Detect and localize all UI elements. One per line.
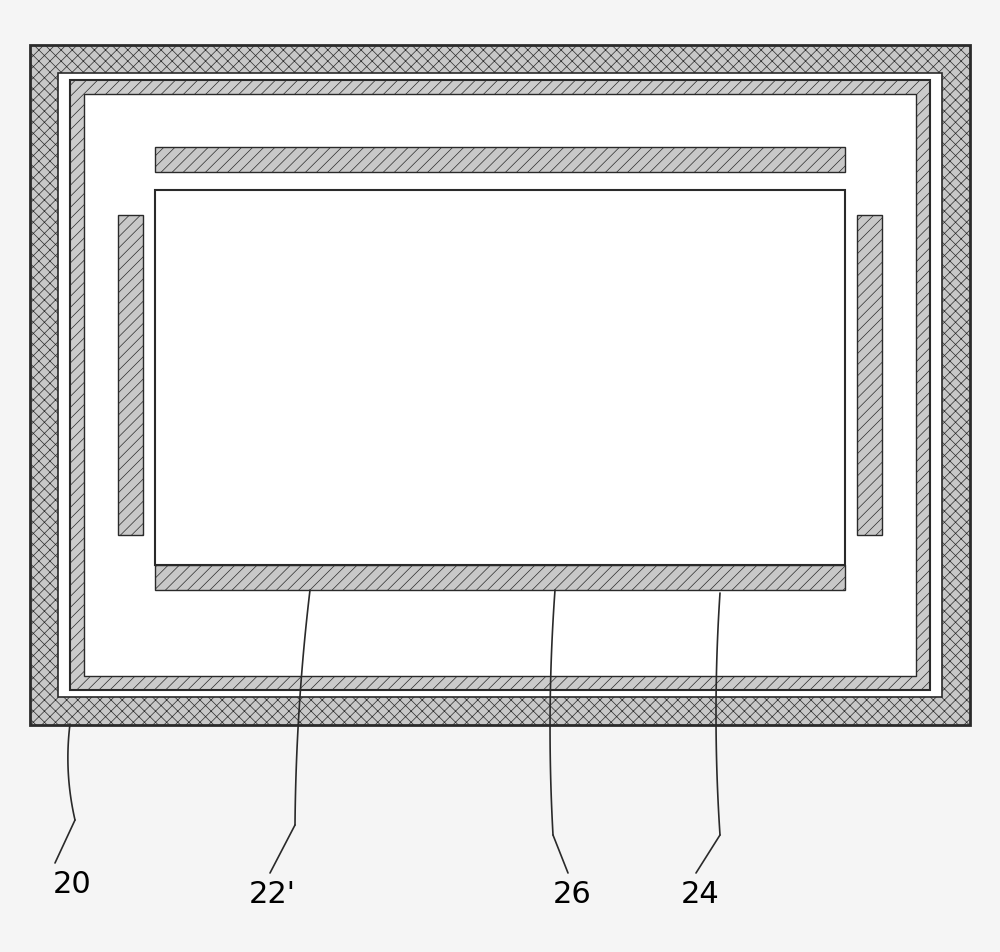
- Bar: [84, 94, 916, 676]
- Bar: [58, 73, 942, 697]
- Bar: [70, 80, 930, 690]
- Bar: [30, 45, 970, 725]
- Bar: [857, 215, 882, 535]
- Bar: [155, 190, 845, 565]
- Text: 22': 22': [248, 880, 296, 909]
- Text: 24: 24: [681, 880, 719, 909]
- Bar: [155, 147, 845, 172]
- Text: 26: 26: [553, 880, 591, 909]
- Bar: [155, 565, 845, 590]
- Text: 20: 20: [53, 870, 91, 899]
- Bar: [118, 215, 143, 535]
